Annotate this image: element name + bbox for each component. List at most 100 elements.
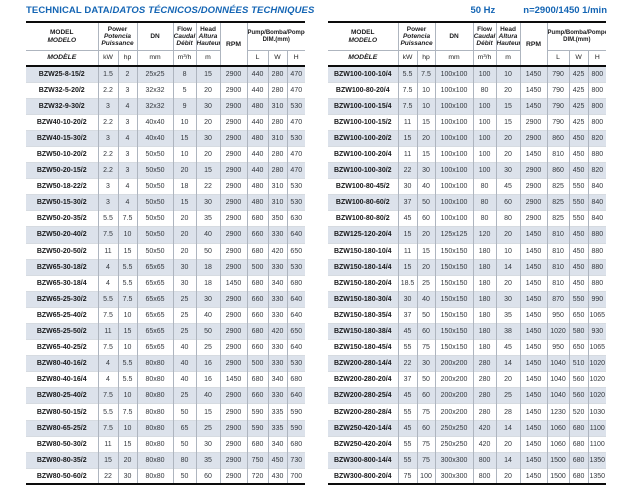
value-cell: 280 (267, 66, 288, 83)
table-row: BZW50-10-20/2 2.2 3 50x50 10 20 2900 440 280 470 (26, 145, 306, 163)
unit-m: m (495, 49, 521, 66)
value-cell: 790 (546, 97, 570, 115)
table-row: BZW80-25-40/2 7.5 10 80x80 25 40 2900 660 330 640 (26, 387, 306, 404)
value-cell: 30 (117, 467, 138, 485)
value-cell: 15 (117, 322, 138, 340)
value-cell: 200x200 (434, 403, 474, 421)
value-cell: 20 (416, 129, 436, 147)
value-cell: 800 (587, 113, 607, 131)
speed-label: n=2900/1450 1/min (523, 5, 607, 16)
value-cell: 20 (195, 145, 221, 163)
value-cell: 550 (568, 290, 589, 308)
model-cell: BZW50-20-40/2 (26, 226, 98, 244)
value-cell: 3 (97, 97, 118, 115)
value-cell: 35 (495, 306, 521, 324)
value-cell: 1020 (587, 371, 607, 388)
model-cell: BZW100-100-20/4 (328, 145, 399, 163)
model-cell: BZW300-800-20/4 (328, 467, 399, 485)
model-cell: BZW80-40-16/4 (26, 371, 98, 388)
value-cell: 150x150 (434, 274, 474, 292)
value-cell: 80 (472, 81, 497, 99)
value-cell: 30 (416, 162, 436, 179)
model-cell: BZW65-30-18/4 (26, 274, 98, 292)
value-cell: 4 (117, 194, 138, 211)
value-cell: 100x100 (434, 178, 474, 195)
model-cell: BZW150-180-14/4 (328, 258, 399, 276)
col-dn: DN (136, 22, 174, 50)
value-cell: 1060 (546, 435, 570, 453)
value-cell: 2900 (219, 66, 248, 83)
value-cell: 2.2 (97, 145, 118, 163)
value-cell: 310 (267, 97, 288, 115)
table-row: BZW25-8-15/2 1.5 2 25x25 8 15 2900 440 280 470 (26, 66, 306, 83)
value-cell: 1450 (519, 371, 548, 388)
value-cell: 310 (267, 178, 288, 195)
value-cell: 20 (416, 226, 436, 244)
value-cell: 1060 (546, 419, 570, 437)
table-row: BZW40-10-20/2 2.2 3 40x40 10 20 2900 440 280 470 (26, 113, 306, 131)
unit-height: H (286, 49, 306, 66)
value-cell: 1065 (587, 339, 607, 356)
value-cell: 11 (397, 113, 418, 131)
value-cell: 280 (472, 403, 497, 421)
value-cell: 2900 (219, 162, 248, 179)
value-cell: 200x200 (434, 355, 474, 372)
unit-mm: mm (136, 49, 174, 66)
value-cell: 30 (195, 97, 221, 115)
value-cell: 4 (97, 371, 118, 388)
value-cell: 50x50 (136, 178, 174, 195)
tables-container: MODEL MODELO Power Potencia Puissance DN Fl… (0, 21, 627, 486)
table-row: BZW150-180-10/4 11 15 150x150 180 10 1450 810 45… (328, 242, 607, 260)
value-cell: 14 (495, 451, 521, 469)
value-cell: 425 (568, 113, 589, 131)
value-cell: 800 (587, 81, 607, 99)
value-cell: 80x80 (136, 355, 174, 372)
value-cell: 440 (246, 66, 269, 83)
value-cell: 470 (286, 66, 306, 83)
table-row: BZW150-180-30/4 30 40 150x150 180 30 1450 870 55… (328, 290, 607, 308)
table-row: BZW80-80-35/2 15 20 80x80 80 35 2900 750 450 730 (26, 451, 306, 469)
unit-width: W (568, 49, 589, 66)
value-cell: 470 (286, 113, 306, 131)
value-cell: 150x150 (434, 258, 474, 276)
table-row: BZW65-30-18/4 4 5.5 65x65 30 18 1450 680 340 680 (26, 274, 306, 292)
value-cell: 1020 (587, 387, 607, 404)
value-cell: 2900 (219, 210, 248, 227)
value-cell: 180 (472, 258, 497, 276)
value-cell: 20 (172, 242, 197, 260)
value-cell: 20 (495, 81, 521, 99)
value-cell: 60 (495, 194, 521, 211)
value-cell: 1040 (546, 387, 570, 404)
value-cell: 1350 (587, 451, 607, 469)
value-cell: 1450 (519, 467, 548, 485)
value-cell: 80x80 (136, 451, 174, 469)
table-row: BZW65-25-30/2 5.5 7.5 65x65 25 30 2900 660 330 64… (26, 290, 306, 308)
model-cell: BZW100-100-20/2 (328, 129, 399, 147)
value-cell: 55 (397, 435, 418, 453)
value-cell: 10 (495, 242, 521, 260)
table-row: BZW50-18-22/2 3 4 50x50 18 22 2900 480 310 530 (26, 178, 306, 195)
value-cell: 25 (195, 419, 221, 437)
table-row: BZW50-20-50/2 11 15 50x50 20 50 2900 680 420 650 (26, 242, 306, 260)
table-row: BZW200-280-25/4 45 60 200x200 280 25 1450 1040 5… (328, 387, 607, 404)
value-cell: 440 (246, 81, 269, 99)
col-model-fr: MODÈLE (26, 49, 98, 66)
value-cell: 680 (286, 274, 306, 292)
value-cell: 1350 (587, 467, 607, 485)
value-cell: 310 (267, 194, 288, 211)
value-cell: 340 (267, 371, 288, 388)
value-cell: 520 (568, 403, 589, 421)
model-cell: BZW50-10-20/2 (26, 145, 98, 163)
value-cell: 330 (267, 226, 288, 244)
value-cell: 15 (416, 242, 436, 260)
value-cell: 50x50 (136, 194, 174, 211)
col-dimensions: Pump/Bomba/Pompe DIM.(mm) (546, 22, 607, 50)
value-cell: 100 (472, 97, 497, 115)
model-cell: BZW150-180-10/4 (328, 242, 399, 260)
value-cell: 450 (568, 242, 589, 260)
model-cell: BZW40-15-30/2 (26, 129, 98, 147)
col-flow: Flow Caudal Débit (172, 22, 197, 50)
value-cell: 80 (472, 178, 497, 195)
top-bar: TECHNICAL DATA/DATOS TÉCNICOS/DONNÉES TE… (0, 0, 627, 19)
value-cell: 640 (286, 306, 306, 324)
